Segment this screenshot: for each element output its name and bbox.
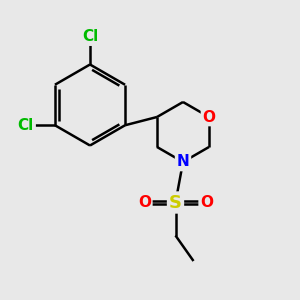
Text: O: O [138,195,151,210]
Text: Cl: Cl [18,118,34,133]
Text: Cl: Cl [82,29,98,44]
Text: N: N [177,154,189,169]
Text: O: O [202,110,215,124]
Text: S: S [169,194,182,211]
Text: O: O [200,195,213,210]
